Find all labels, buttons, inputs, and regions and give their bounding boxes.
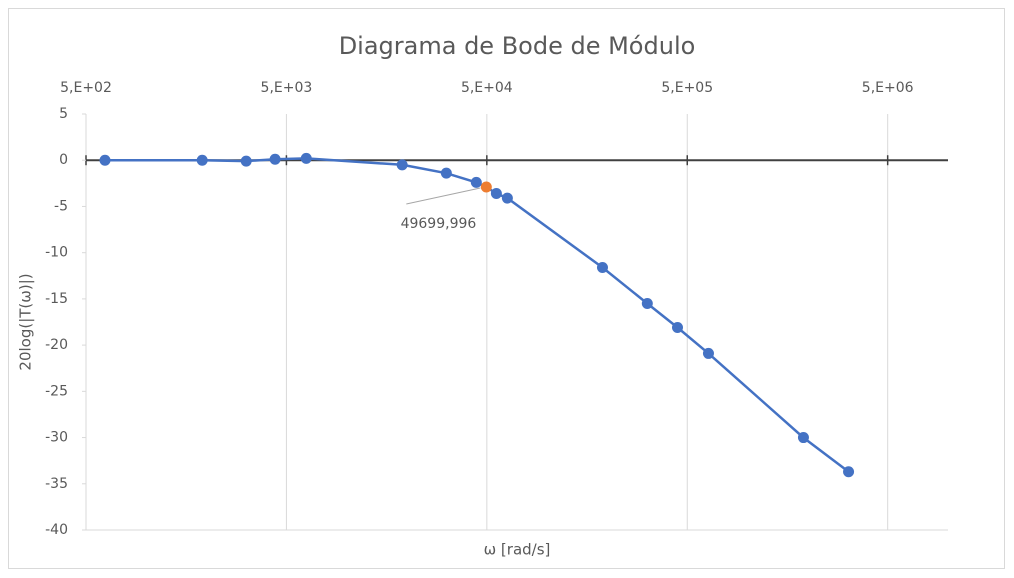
data-point	[702, 347, 714, 359]
data-label: 49699,996	[401, 216, 477, 232]
y-tick-label: -15	[45, 291, 68, 307]
y-tick-label: -30	[45, 430, 68, 446]
chart-frame	[8, 8, 1005, 569]
data-point	[797, 432, 809, 444]
y-tick-label: -5	[54, 198, 68, 214]
data-point	[300, 152, 312, 164]
y-tick-label: -10	[45, 245, 68, 261]
data-point	[396, 159, 408, 171]
y-tick-label: -20	[45, 337, 68, 353]
data-point	[843, 466, 855, 478]
chart-title: Diagrama de Bode de Módulo	[339, 32, 696, 60]
y-tick-label: 5	[59, 106, 68, 122]
y-axis-title: 20log(|T(ω)|)	[17, 273, 35, 370]
data-point	[470, 176, 482, 188]
data-point	[99, 154, 111, 166]
data-point	[490, 188, 502, 200]
y-tick-label: -40	[45, 522, 68, 538]
data-point	[480, 181, 492, 193]
x-tick-label: 5,E+06	[862, 80, 914, 96]
data-point	[196, 154, 208, 166]
data-point	[641, 298, 653, 310]
x-tick-label: 5,E+04	[461, 80, 513, 96]
data-point	[596, 261, 608, 273]
y-tick-label: -35	[45, 476, 68, 492]
label-leader	[406, 187, 481, 205]
x-tick-label: 5,E+03	[261, 80, 313, 96]
y-tick-label: -25	[45, 383, 68, 399]
data-point	[240, 155, 252, 167]
data-point	[671, 322, 683, 334]
x-axis-title: ω [rad/s]	[484, 541, 551, 559]
x-tick-label: 5,E+02	[60, 80, 112, 96]
data-point	[501, 192, 513, 204]
x-tick-label: 5,E+05	[661, 80, 713, 96]
y-tick-label: 0	[59, 152, 68, 168]
data-point	[269, 153, 281, 165]
data-point	[440, 167, 452, 179]
